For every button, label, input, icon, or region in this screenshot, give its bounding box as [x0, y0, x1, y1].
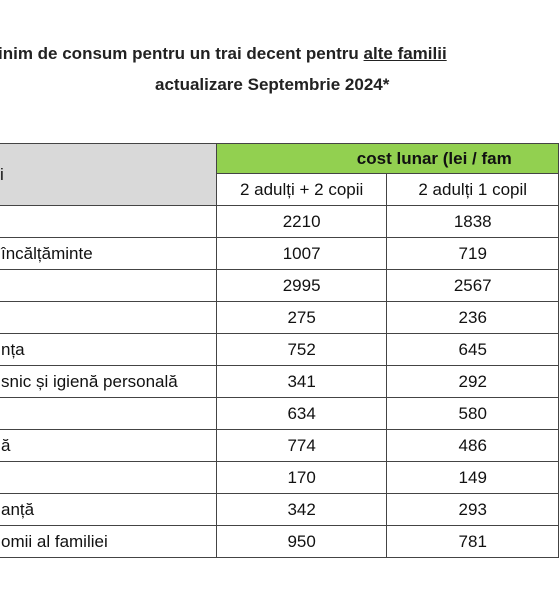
table-row: omii al familiei 950 781 [0, 525, 559, 558]
row-label: nța [0, 333, 217, 366]
row-header: i [0, 143, 217, 206]
cell-value: 1007 [215, 237, 388, 270]
cell-value: 950 [215, 525, 388, 558]
table-row: 634 580 [0, 397, 559, 430]
title-underlined: alte familii [363, 44, 447, 63]
title-text: inim de consum pentru un trai decent pen… [0, 44, 364, 63]
cell-value: 1838 [386, 205, 559, 238]
table-row: 170 149 [0, 461, 559, 494]
row-label [0, 301, 217, 334]
table-row: 275 236 [0, 301, 559, 334]
table-row: anță 342 293 [0, 493, 559, 526]
cell-value: 149 [386, 461, 559, 494]
cell-value: 342 [215, 493, 388, 526]
cell-value: 719 [386, 237, 559, 270]
cell-value: 781 [386, 525, 559, 558]
subtitle: actualizare Septembrie 2024* [155, 75, 390, 94]
cell-value: 170 [215, 461, 388, 494]
cell-value: 275 [215, 301, 388, 334]
row-label [0, 205, 217, 238]
column-header: 2 adulți + 2 copii [215, 173, 388, 206]
table-row: nța 752 645 [0, 333, 559, 366]
cell-value: 292 [386, 365, 559, 398]
row-label: snic și igienă personală [0, 365, 217, 398]
table-row: ă 774 486 [0, 429, 559, 462]
title: inim de consum pentru un trai decent pen… [0, 44, 558, 64]
table-body: i cost lunar (lei / fam 2 adulți + 2 cop… [0, 143, 560, 558]
table: i cost lunar (lei / fam 2 adulți + 2 cop… [0, 143, 560, 558]
row-label [0, 461, 217, 494]
row-label: omii al familiei [0, 525, 217, 558]
cell-value: 580 [386, 397, 559, 430]
cell-value: 2210 [215, 205, 388, 238]
row-label [0, 397, 217, 430]
column-header: 2 adulți 1 copil [386, 173, 559, 206]
row-label: încălțăminte [0, 237, 217, 270]
row-label: anță [0, 493, 217, 526]
table-row: 2210 1838 [0, 205, 559, 238]
table-row: 2995 2567 [0, 269, 559, 302]
cell-value: 752 [215, 333, 388, 366]
cell-value: 774 [215, 429, 388, 462]
cell-value: 486 [386, 429, 559, 462]
cell-value: 2995 [215, 269, 388, 302]
row-label [0, 269, 217, 302]
cell-value: 341 [215, 365, 388, 398]
table-row: încălțăminte 1007 719 [0, 237, 559, 270]
table-row: snic și igienă personală 341 292 [0, 365, 559, 398]
cell-value: 2567 [386, 269, 559, 302]
cell-value: 645 [386, 333, 559, 366]
row-label: ă [0, 429, 217, 462]
cell-value: 236 [386, 301, 559, 334]
cell-value: 634 [215, 397, 388, 430]
group-header: cost lunar (lei / fam [215, 143, 560, 174]
header-row: i cost lunar (lei / fam [0, 143, 560, 206]
cell-value: 293 [386, 493, 559, 526]
subheader-row: 2 adulți + 2 copii 2 adulți 1 copil [0, 173, 559, 206]
